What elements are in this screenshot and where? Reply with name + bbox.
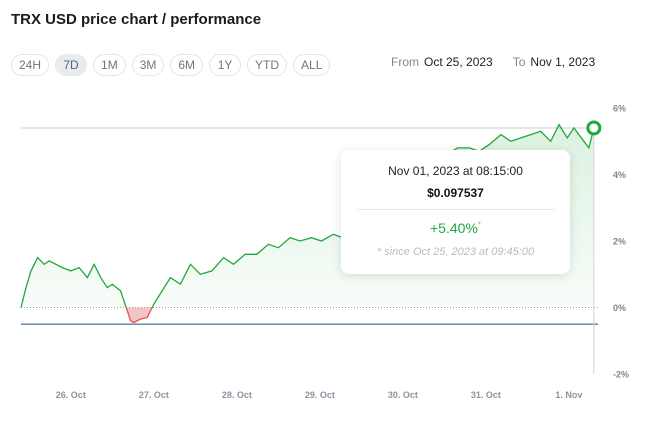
tooltip-divider (356, 209, 555, 210)
range-1y-button[interactable]: 1Y (209, 54, 242, 76)
tooltip-date: Nov 01, 2023 at 08:15:00 (388, 164, 523, 178)
area-below-zero (21, 307, 594, 323)
x-tick-label: 31. Oct (471, 390, 501, 400)
tooltip-performance-mark: * (477, 220, 481, 230)
x-tick-label: 30. Oct (388, 390, 418, 400)
x-tick-label: 26. Oct (56, 390, 86, 400)
to-label: To (512, 55, 526, 69)
x-tick-label: 29. Oct (305, 390, 335, 400)
range-6m-button[interactable]: 6M (170, 54, 204, 76)
y-tick-label: 2% (613, 237, 626, 247)
y-tick-label: 0% (613, 303, 626, 313)
chart-tooltip: Nov 01, 2023 at 08:15:00 $0.097537 +5.40… (341, 150, 570, 274)
tooltip-price: $0.097537 (427, 186, 484, 200)
range-3m-button[interactable]: 3M (131, 54, 165, 76)
tooltip-performance: +5.40%* (341, 220, 570, 236)
y-tick-label: 4% (613, 170, 626, 180)
x-tick-label: 1. Nov (555, 390, 582, 400)
x-tick-label: 28. Oct (222, 390, 252, 400)
y-tick-label: -2% (613, 370, 629, 380)
y-tick-label: 6% (613, 104, 626, 114)
highlight-marker (586, 120, 602, 136)
range-ytd-button[interactable]: YTD (247, 54, 288, 76)
tooltip-since: * since Oct 25, 2023 at 09:45:00 (376, 246, 535, 258)
date-range: From Oct 25, 2023 To Nov 1, 2023 (391, 54, 595, 70)
range-all-button[interactable]: ALL (293, 54, 331, 76)
range-1m-button[interactable]: 1M (93, 54, 126, 76)
from-label: From (391, 55, 419, 69)
from-date[interactable]: Oct 25, 2023 (424, 55, 493, 69)
x-tick-label: 27. Oct (139, 390, 169, 400)
to-date[interactable]: Nov 1, 2023 (530, 55, 596, 69)
tooltip-performance-value: +5.40% (430, 220, 478, 236)
price-line (20, 123, 595, 308)
range-24h-button[interactable]: 24H (11, 54, 50, 76)
range-7d-button[interactable]: 7D (55, 54, 88, 76)
page-title: TRX USD price chart / performance (11, 11, 262, 28)
range-selector: 24H 7D 1M 3M 6M 1Y YTD ALL (11, 54, 331, 76)
